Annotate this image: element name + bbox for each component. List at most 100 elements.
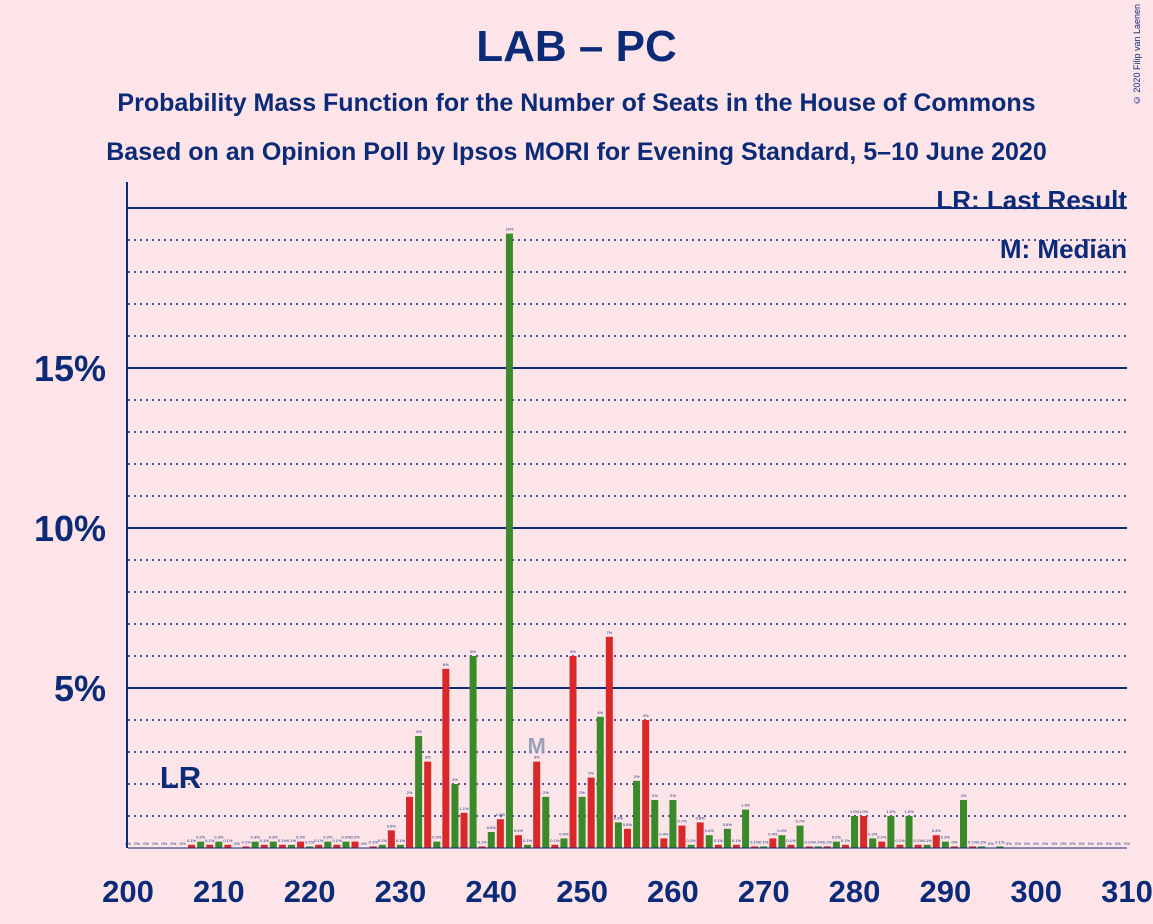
bar [960, 800, 968, 848]
bar-value-label: 0.7% [795, 819, 805, 824]
bar [306, 846, 314, 848]
bar-value-label: 0.7% [677, 819, 687, 824]
bar-value-label: 0% [361, 841, 367, 846]
bar [823, 846, 831, 848]
bar-value-label: 6% [443, 662, 449, 667]
bar [678, 825, 686, 848]
bar-value-label: 1.0% [496, 812, 506, 817]
bar [596, 716, 604, 848]
bar-value-label: 0% [171, 841, 177, 846]
legend-last-result: LR: Last Result [936, 185, 1127, 215]
bar-value-label: 0.1% [378, 838, 388, 843]
bar-value-label: 3% [534, 755, 540, 760]
bar-value-label: 0.6% [387, 823, 397, 828]
bar [805, 846, 813, 848]
bar [669, 800, 677, 848]
bar [732, 844, 740, 848]
x-tick-label: 200 [102, 874, 154, 909]
bar-value-label: 6% [570, 649, 576, 654]
bar-value-label: 0.2% [877, 835, 887, 840]
bar [342, 841, 350, 848]
bar [723, 828, 731, 848]
chart-subtitle-1: Probability Mass Function for the Number… [117, 89, 1036, 117]
bar-value-label: 0.1% [895, 838, 905, 843]
bar [451, 784, 459, 848]
bar-value-label: 0.1% [759, 839, 769, 844]
bar [442, 668, 450, 848]
bar-value-label: 0.1% [750, 839, 760, 844]
bar-value-label: 0.8% [696, 815, 706, 820]
x-tick-label: 250 [556, 874, 608, 909]
chart-subtitle-2: Based on an Opinion Poll by Ipsos MORI f… [106, 138, 1047, 166]
bar [369, 846, 377, 848]
bar-value-label: 0% [1115, 841, 1121, 846]
bar-value-label: 4% [597, 710, 603, 715]
bar-value-label: 2% [961, 793, 967, 798]
bar [433, 841, 441, 848]
bar [315, 844, 323, 848]
bar [533, 761, 541, 848]
x-tick-label: 280 [829, 874, 881, 909]
bar-value-label: 0.1% [732, 838, 742, 843]
bar-value-label: 0.4% [514, 828, 524, 833]
bar-value-label: 0% [1106, 841, 1112, 846]
bar [515, 835, 523, 848]
bar [950, 846, 958, 848]
x-tick-label: 310 [1101, 874, 1153, 909]
bar [969, 846, 977, 848]
bar [287, 844, 295, 848]
bar-value-label: 1.3% [741, 803, 751, 808]
bar [714, 844, 722, 848]
bar [215, 841, 223, 848]
bar-value-label: 0.3% [269, 835, 279, 840]
bar-value-label: 0% [1051, 841, 1057, 846]
bar-value-label: 0.1% [914, 838, 924, 843]
bar-value-label: 0.1% [550, 838, 560, 843]
bar-value-label: 0.4% [768, 831, 778, 836]
bar-value-label: 0.3% [341, 835, 351, 840]
bar [841, 844, 849, 848]
bar [696, 822, 704, 848]
bar-value-label: 2% [407, 790, 413, 795]
bar [814, 846, 822, 848]
x-tick-label: 230 [375, 874, 427, 909]
bar [251, 841, 259, 848]
bar [378, 844, 386, 848]
bar-value-label: 0.1% [923, 838, 933, 843]
bar-value-label: 0% [1070, 841, 1076, 846]
bar-value-label: 1.0% [886, 809, 896, 814]
bar [978, 846, 986, 848]
y-tick-label: 10% [34, 508, 106, 549]
bar [206, 844, 214, 848]
x-tick-label: 210 [193, 874, 245, 909]
bar-value-label: 0.2% [832, 835, 842, 840]
bar-value-label: 0.4% [559, 831, 569, 836]
bar-value-label: 19% [505, 227, 513, 232]
bar-value-label: 2% [634, 774, 640, 779]
bar [578, 796, 586, 848]
bar [787, 844, 795, 848]
bar-value-label: 0.1% [714, 838, 724, 843]
bar-value-label: 0.4% [777, 828, 787, 833]
bar-value-label: 0% [1079, 841, 1085, 846]
bar-value-label: 1.1% [459, 806, 469, 811]
bar [415, 736, 423, 848]
median-marker: M [528, 734, 546, 759]
bar [869, 838, 877, 848]
bar-value-label: 1.0% [904, 809, 914, 814]
bar [769, 838, 777, 848]
bar-value-label: 0.1% [396, 838, 406, 843]
bar-value-label: 4% [643, 713, 649, 718]
bar [614, 822, 622, 848]
bar [633, 780, 641, 848]
legend-median: M: Median [999, 234, 1127, 264]
bar [887, 816, 895, 848]
bar [751, 846, 759, 848]
bar-value-label: 0% [988, 841, 994, 846]
bar-value-label: 0.1% [823, 839, 833, 844]
bar [424, 761, 432, 848]
x-tick-label: 240 [465, 874, 517, 909]
bar [324, 841, 332, 848]
bar-value-label: 0.6% [487, 825, 497, 830]
